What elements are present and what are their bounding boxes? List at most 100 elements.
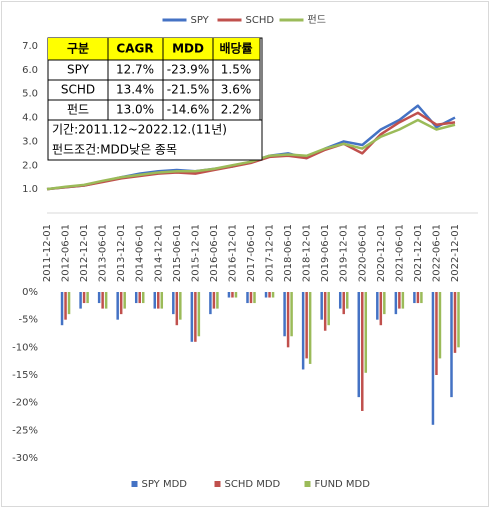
x-tick-label: 2015-06-01 xyxy=(172,224,183,282)
bar xyxy=(286,292,290,348)
y-tick-label: -25% xyxy=(12,425,38,436)
x-tick-label: 2011-12-01 xyxy=(42,224,53,282)
table-cell: SPY xyxy=(67,63,90,77)
y-tick-label: -10% xyxy=(12,342,38,353)
bar xyxy=(157,292,160,309)
bar xyxy=(86,292,89,304)
bar xyxy=(104,292,108,309)
legend-label: FUND MDD xyxy=(315,479,371,490)
x-tick-label: 2019-12-01 xyxy=(339,224,350,282)
bar xyxy=(435,292,438,375)
legend-label: SPY xyxy=(191,15,210,26)
bar xyxy=(246,292,249,304)
bar xyxy=(357,292,361,398)
table-header: 배당률 xyxy=(219,41,252,56)
bar xyxy=(438,292,442,359)
x-tick-label: 2020-06-01 xyxy=(357,224,368,282)
bar xyxy=(271,292,275,298)
bar xyxy=(364,292,368,373)
bar xyxy=(323,292,327,331)
bar xyxy=(160,292,164,309)
bar xyxy=(197,292,201,337)
table-cell: -23.9% xyxy=(167,63,209,77)
bar xyxy=(345,292,349,309)
y-tick-label: 4.0 xyxy=(22,113,38,124)
y-tick-label: 1.0 xyxy=(22,184,38,195)
table-cell: 12.7% xyxy=(116,63,154,77)
bar xyxy=(216,292,219,309)
bar xyxy=(283,292,286,337)
x-tick-label: 2016-06-01 xyxy=(209,224,220,282)
bar xyxy=(138,292,141,304)
legend-swatch xyxy=(214,481,221,487)
bar xyxy=(116,292,119,320)
bar xyxy=(227,292,231,298)
bar xyxy=(264,292,268,298)
stats-table: 구분 CAGR MDD 배당률 SPY 12.7% -23.9% 1.5% SCHD 13.4% -… xyxy=(47,37,263,161)
legend-label: SCHD xyxy=(246,15,275,26)
table-note: 기간:2011.12~2022.12.(11년) xyxy=(52,123,227,137)
x-tick-label: 2022-12-01 xyxy=(450,224,461,282)
bar xyxy=(153,292,157,309)
bar xyxy=(320,292,323,320)
y-tick-label: -15% xyxy=(12,370,38,381)
bar xyxy=(394,292,398,315)
bar xyxy=(141,292,145,304)
x-tick-label: 2013-12-01 xyxy=(116,224,127,282)
bar xyxy=(401,292,405,309)
bar xyxy=(119,292,123,315)
table-lines xyxy=(48,38,262,121)
table-header: 구분 xyxy=(67,42,89,56)
legend-label: SCHD MDD xyxy=(225,479,281,490)
bar xyxy=(398,292,401,309)
x-tick-label: 2014-06-01 xyxy=(135,224,146,282)
table-cell: SCHD xyxy=(61,83,95,97)
bar xyxy=(97,292,101,304)
table-cell: 3.6% xyxy=(221,83,252,97)
x-tick-label: 2014-12-01 xyxy=(153,224,164,282)
y-tick-label: 3.0 xyxy=(22,136,38,147)
bar xyxy=(82,292,86,304)
bar xyxy=(234,292,238,298)
bar xyxy=(450,292,453,398)
bar xyxy=(179,292,182,320)
bar xyxy=(190,292,194,342)
bar xyxy=(305,292,308,359)
bar xyxy=(379,292,383,326)
bar xyxy=(79,292,82,309)
x-tick-label: 2018-12-01 xyxy=(302,224,313,282)
bar xyxy=(60,292,64,326)
bar xyxy=(209,292,212,315)
x-tick-label: 2022-06-01 xyxy=(431,224,442,282)
bar xyxy=(453,292,457,353)
legend-swatch xyxy=(131,481,138,487)
bar xyxy=(212,292,216,309)
x-tick-label: 2019-06-01 xyxy=(320,224,331,282)
bar xyxy=(301,292,305,370)
table-cell: -21.5% xyxy=(167,83,209,97)
legend-swatch xyxy=(304,481,311,487)
y-tick-label: 2.0 xyxy=(22,160,38,171)
y-tick-label: 6.0 xyxy=(22,65,38,76)
bar xyxy=(361,292,364,411)
x-tick-label: 2012-12-01 xyxy=(79,224,90,282)
bar xyxy=(290,292,293,337)
bar xyxy=(420,292,423,304)
bar xyxy=(175,292,179,326)
x-tick-label: 2020-12-01 xyxy=(376,224,387,282)
bar xyxy=(457,292,460,348)
x-tick-label: 2016-12-01 xyxy=(227,224,238,282)
bar xyxy=(308,292,312,364)
x-tick-label: 2018-06-01 xyxy=(283,224,294,282)
y-tick-label: 5.0 xyxy=(22,89,38,100)
x-tick-label: 2012-06-01 xyxy=(61,224,72,282)
y-tick-label: -5% xyxy=(19,315,38,326)
bar xyxy=(342,292,345,315)
y-tick-label: 7.0 xyxy=(22,41,38,52)
line-series xyxy=(46,118,456,191)
bar xyxy=(327,292,330,326)
x-tick-label: 2017-06-01 xyxy=(246,224,257,282)
bar xyxy=(413,292,416,304)
y-tick-label: 0% xyxy=(22,287,38,298)
